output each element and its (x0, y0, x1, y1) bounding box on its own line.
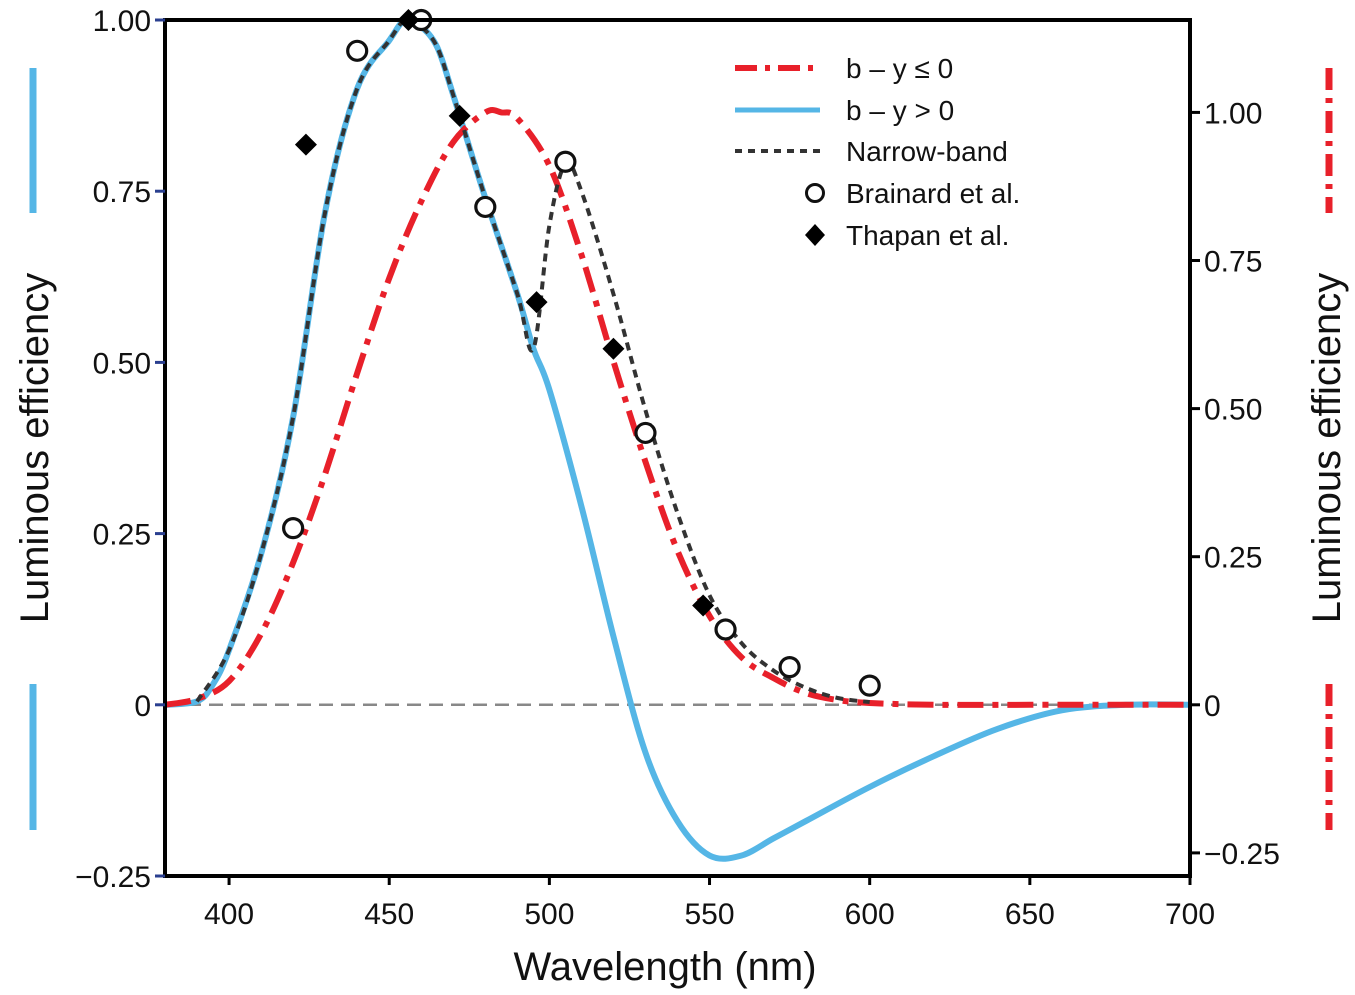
x-tick-label: 400 (204, 898, 254, 931)
left-y-tick-label: −0.25 (75, 861, 151, 894)
thapan-point (525, 291, 548, 314)
series-line-dash-dot (164, 106, 1190, 708)
right-y-axis-title: Luminous efficiency (1305, 273, 1349, 624)
x-tick-label: 700 (1165, 898, 1215, 931)
right-y-tick-label: 0 (1204, 690, 1221, 723)
brainard-point (346, 39, 369, 62)
legend-label-thapan: Thapan et al. (846, 220, 1009, 251)
left-y-tick-label: 0.50 (93, 347, 151, 380)
thapan-point (294, 133, 317, 156)
legend-marker-thapan (805, 224, 825, 246)
series-line-solid (164, 16, 1191, 862)
left-y-tick-label: 0.25 (93, 519, 151, 552)
thapan-point (692, 594, 715, 617)
x-tick-label: 550 (685, 898, 735, 931)
legend-label-b-y-le-0: b – y ≤ 0 (846, 53, 953, 84)
right-y-tick-label: 0.25 (1204, 542, 1262, 575)
x-tick-label: 600 (845, 898, 895, 931)
x-tick-label: 500 (524, 898, 574, 931)
brainard-point (282, 517, 305, 540)
brainard-point (634, 421, 657, 445)
right-y-axis-ticks: −0.25 0 0.25 0.50 0.75 1.00 (1190, 97, 1280, 871)
legend-label-brainard: Brainard et al. (846, 178, 1020, 209)
thapan-point (602, 337, 625, 360)
brainard-point (714, 618, 737, 641)
left-y-axis-ticks: −0.25 0 0.25 0.50 0.75 1.00 (75, 5, 165, 894)
right-y-tick-label: −0.25 (1204, 838, 1280, 871)
legend: b – y ≤ 0 b – y > 0 Narrow-band Brainard… (735, 53, 1020, 251)
series-line-dotted (195, 17, 870, 705)
right-y-tick-label: 0.50 (1204, 394, 1262, 427)
series-layer (164, 16, 1191, 862)
right-y-tick-label: 1.00 (1204, 97, 1262, 130)
right-y-tick-label: 0.75 (1204, 246, 1262, 279)
brainard-point (778, 656, 801, 679)
left-y-tick-label: 0 (134, 690, 151, 723)
x-tick-label: 650 (1005, 898, 1055, 931)
legend-marker-brainard (805, 183, 825, 203)
left-y-tick-label: 1.00 (93, 5, 151, 38)
plot-frame (163, 18, 1192, 878)
brainard-point (474, 195, 497, 219)
legend-label-narrow-band: Narrow-band (846, 136, 1008, 167)
left-y-tick-label: 0.75 (93, 176, 151, 209)
brainard-point (858, 674, 881, 697)
left-y-axis-title: Luminous efficiency (13, 273, 57, 624)
x-tick-label: 450 (364, 898, 414, 931)
brainard-point (554, 150, 577, 173)
x-axis-title: Wavelength (nm) (513, 945, 816, 989)
thapan-point (448, 104, 471, 127)
x-axis-ticks: 400 450 500 550 600 650 700 (204, 876, 1215, 931)
legend-label-b-y-gt-0: b – y > 0 (846, 95, 954, 126)
